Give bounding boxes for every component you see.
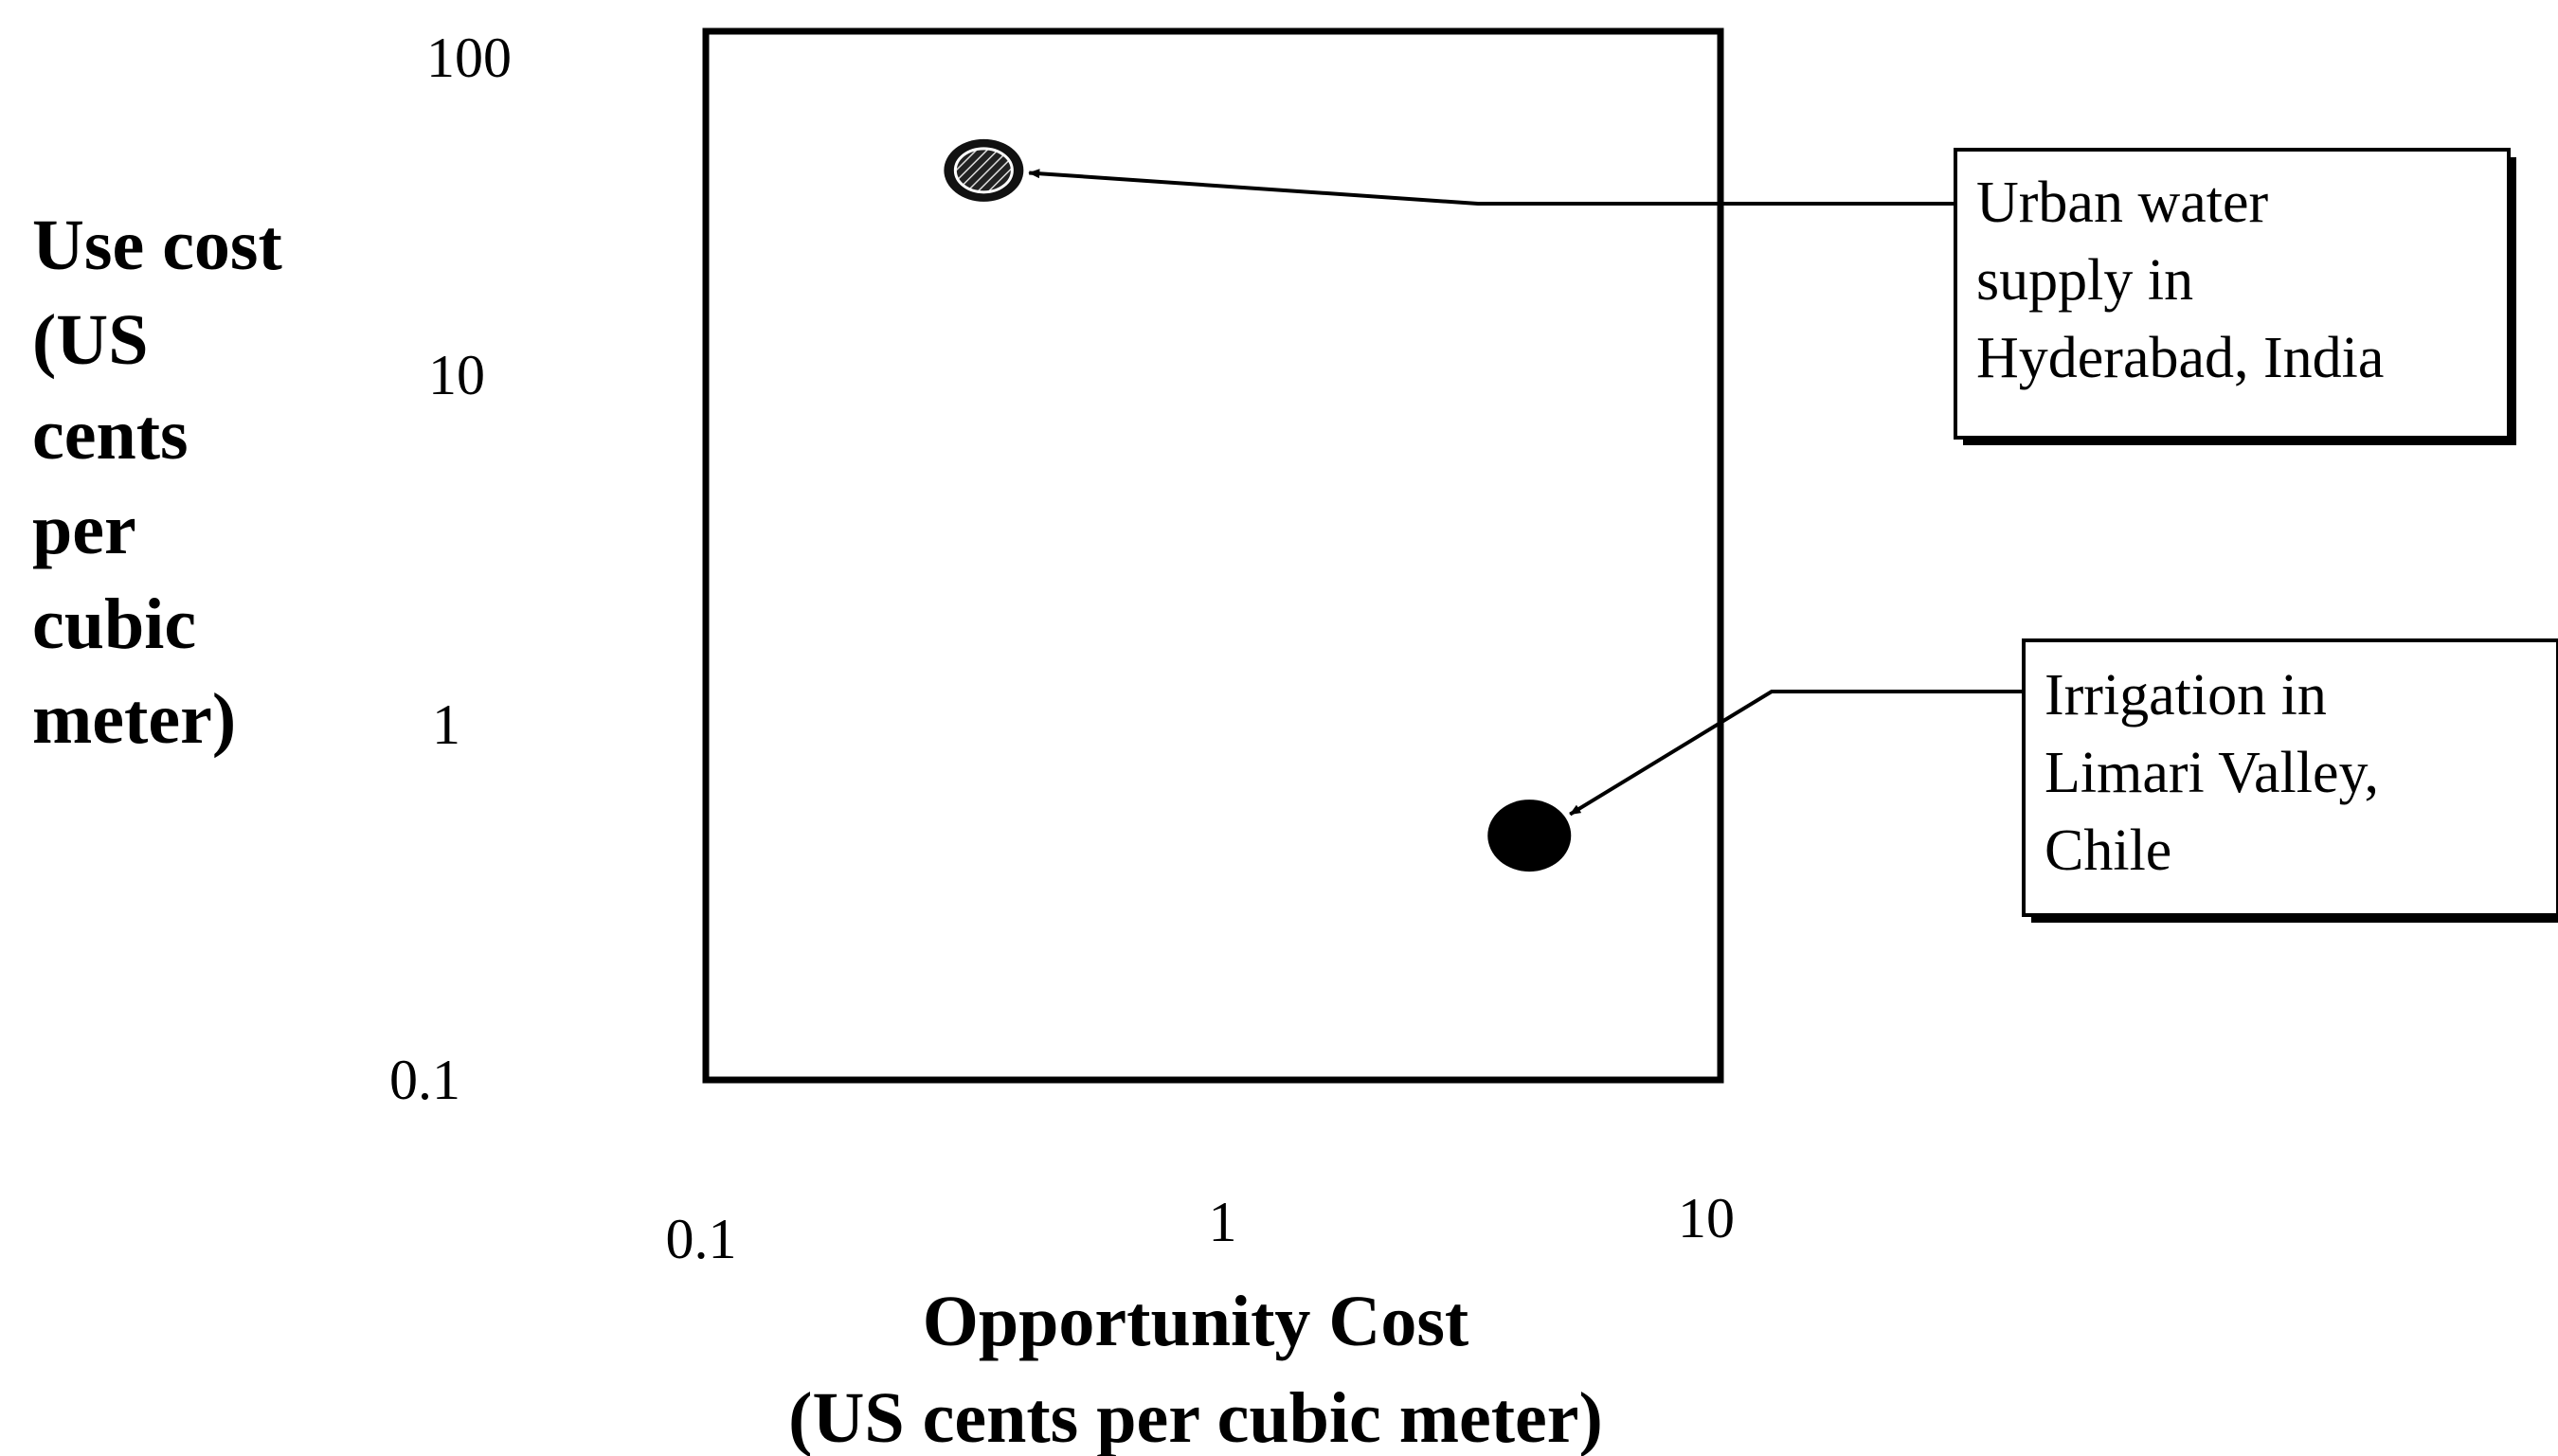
annotation-arrow-urban xyxy=(1028,169,1955,206)
y-axis-title-line: per xyxy=(32,490,136,569)
annotation-arrow-irrigation xyxy=(1569,690,2024,817)
x-tick-label: 1 xyxy=(1209,1191,1237,1253)
annotation-label-urban: Hyderabad, India xyxy=(1976,326,2384,390)
annotation-box-urban xyxy=(1954,148,2511,440)
plot-frame xyxy=(702,27,1724,1084)
y-axis-title-line: cubic xyxy=(32,584,196,664)
y-axis-title-line: cents xyxy=(32,395,189,475)
x-tick-label: 10 xyxy=(1678,1187,1735,1249)
annotation-label-irrigation: Chile xyxy=(2045,818,2171,883)
y-tick-label: 100 xyxy=(426,27,512,89)
y-axis-title-line: Use cost xyxy=(32,206,282,285)
y-tick-label: 0.1 xyxy=(389,1049,460,1111)
annotation-label-urban: Urban water xyxy=(1976,171,2268,235)
data-point-urban xyxy=(953,147,1014,194)
annotation-box-irrigation xyxy=(2022,638,2558,917)
y-tick-label: 1 xyxy=(432,693,460,756)
annotation-label-urban: supply in xyxy=(1976,248,2193,313)
y-tick-label: 10 xyxy=(428,344,485,406)
data-point-irrigation xyxy=(1487,800,1572,872)
x-axis-title: Opportunity Cost xyxy=(923,1282,1468,1361)
y-axis-title-line: meter) xyxy=(32,679,236,759)
x-axis-units: (US cents per cubic meter) xyxy=(788,1378,1603,1456)
annotation-label-irrigation: Limari Valley, xyxy=(2045,741,2379,805)
x-tick-label: 0.1 xyxy=(666,1208,737,1270)
y-axis-title-line: (US xyxy=(32,300,148,380)
annotation-label-irrigation: Irrigation in xyxy=(2045,663,2327,728)
